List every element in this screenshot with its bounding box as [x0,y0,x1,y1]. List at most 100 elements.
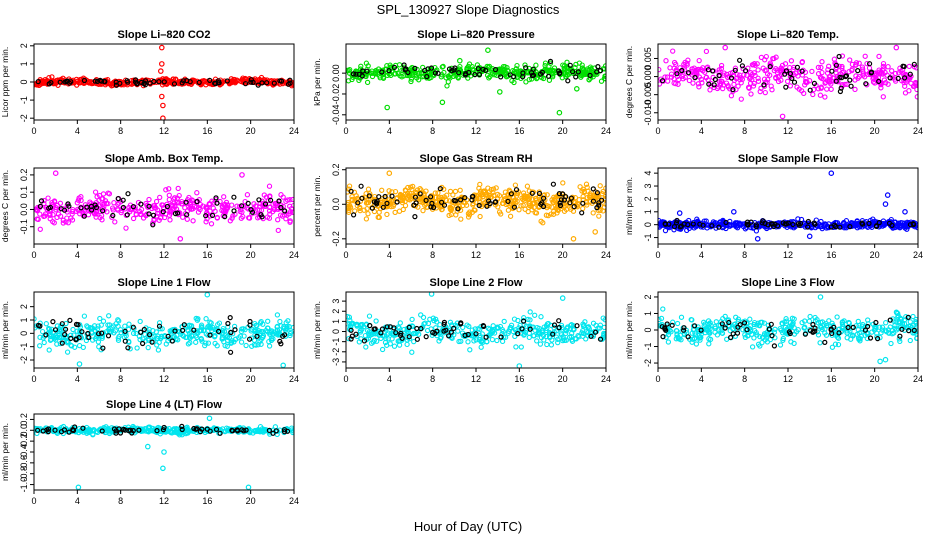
reference-point [452,65,458,71]
reference-point [117,430,124,436]
data-point [584,194,590,201]
data-point [721,70,727,76]
data-point [686,77,693,84]
outlier-point [556,109,563,116]
reference-point [735,324,741,330]
outlier-point [280,362,286,368]
data-point [98,322,104,328]
data-point [271,206,278,213]
x-tick-label: 12 [783,250,793,260]
data-point [41,339,47,346]
data-point [581,188,587,195]
data-point [37,211,43,217]
outlier-point [828,170,835,177]
reference-point [536,190,543,197]
data-point [432,190,438,196]
data-point [543,212,550,218]
reference-point [753,222,760,228]
reference-point [539,69,546,76]
data-point [763,53,769,60]
data-point [142,425,148,432]
data-point [818,64,824,71]
y-tick-label: 3 [331,299,341,304]
x-tick-label: 4 [387,250,392,260]
data-point [400,206,406,213]
reference-point [276,198,282,204]
data-point [718,78,724,84]
data-point [446,212,452,219]
data-point [678,314,685,320]
reference-point [515,331,521,337]
data-point [363,216,370,222]
reference-point [175,210,181,216]
data-point [94,194,100,200]
data-point [58,335,64,341]
y-tick-label: 4 [643,171,653,176]
data-point [674,320,681,327]
data-point [167,208,173,215]
reference-point [213,426,220,432]
reference-point [484,203,490,209]
data-point [748,91,754,97]
data-point [346,209,352,215]
reference-point [248,79,254,85]
reference-point [722,325,728,331]
data-point [166,186,172,192]
x-tick-label: 16 [826,126,836,136]
y-tick-label: -0.1 [19,219,29,235]
reference-point [412,214,418,220]
data-point [892,76,898,82]
data-point [64,339,70,345]
data-point [266,208,273,214]
data-point [346,207,352,214]
data-point [902,225,908,231]
reference-point [597,336,604,342]
reference-point [160,209,166,215]
reference-point [435,70,441,76]
reference-point [172,328,178,334]
data-point [515,317,521,324]
reference-point [125,191,131,197]
data-point [346,67,352,74]
data-point [596,213,602,219]
data-point [60,220,66,226]
x-tick-label: 8 [742,374,747,384]
outlier-point [884,192,891,198]
data-point [395,71,401,77]
y-tick-label: -1 [643,343,653,351]
data-point [771,67,777,74]
data-point [261,192,267,198]
data-point [601,324,606,331]
x-tick-label: 8 [430,250,435,260]
reference-point [441,328,447,334]
reference-point [266,427,272,433]
data-point [409,349,415,355]
data-point [285,318,291,324]
reference-point [855,67,861,74]
data-point [580,333,586,339]
data-point [824,323,830,329]
data-point [714,332,721,338]
reference-point [282,208,288,214]
data-point [720,315,726,322]
data-point [92,189,99,195]
reference-point [829,68,835,74]
data-point [659,321,665,328]
data-point [167,217,173,223]
reference-point [386,67,392,74]
reference-point [156,79,162,85]
reference-point [822,339,828,345]
data-point [745,84,752,91]
y-tick-label: 0.0 [19,203,29,216]
data-point [522,193,528,199]
data-point [540,75,547,82]
data-point [83,337,90,344]
data-point [78,197,84,204]
panel-title: Slope Amb. Box Temp. [105,153,224,165]
reference-point [165,333,171,339]
data-point [689,330,695,336]
reference-point [398,330,404,336]
data-point [691,335,698,341]
data-point [849,66,855,72]
data-point [572,68,578,75]
